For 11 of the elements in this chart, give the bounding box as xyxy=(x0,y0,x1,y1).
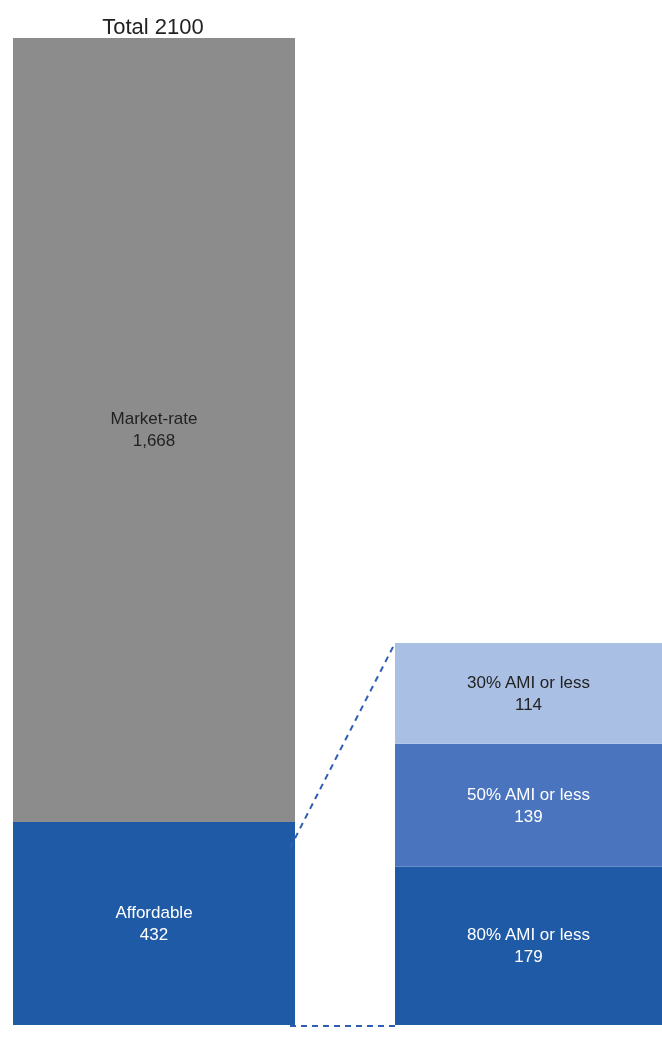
data-label: 139 xyxy=(514,806,543,826)
series-label: 50% AMI or less xyxy=(467,784,590,804)
data-label: 432 xyxy=(139,924,169,944)
data-label: 179 xyxy=(514,947,543,967)
series-label: 30% AMI or less xyxy=(467,672,590,692)
data-label: 1,668 xyxy=(132,431,176,451)
series-label: Market-rate xyxy=(110,409,198,429)
series-label: Affordable xyxy=(115,902,193,922)
chart-title: Total 2100 xyxy=(102,13,204,39)
series-label: 80% AMI or less xyxy=(467,925,590,945)
data-label: 114 xyxy=(514,694,543,714)
